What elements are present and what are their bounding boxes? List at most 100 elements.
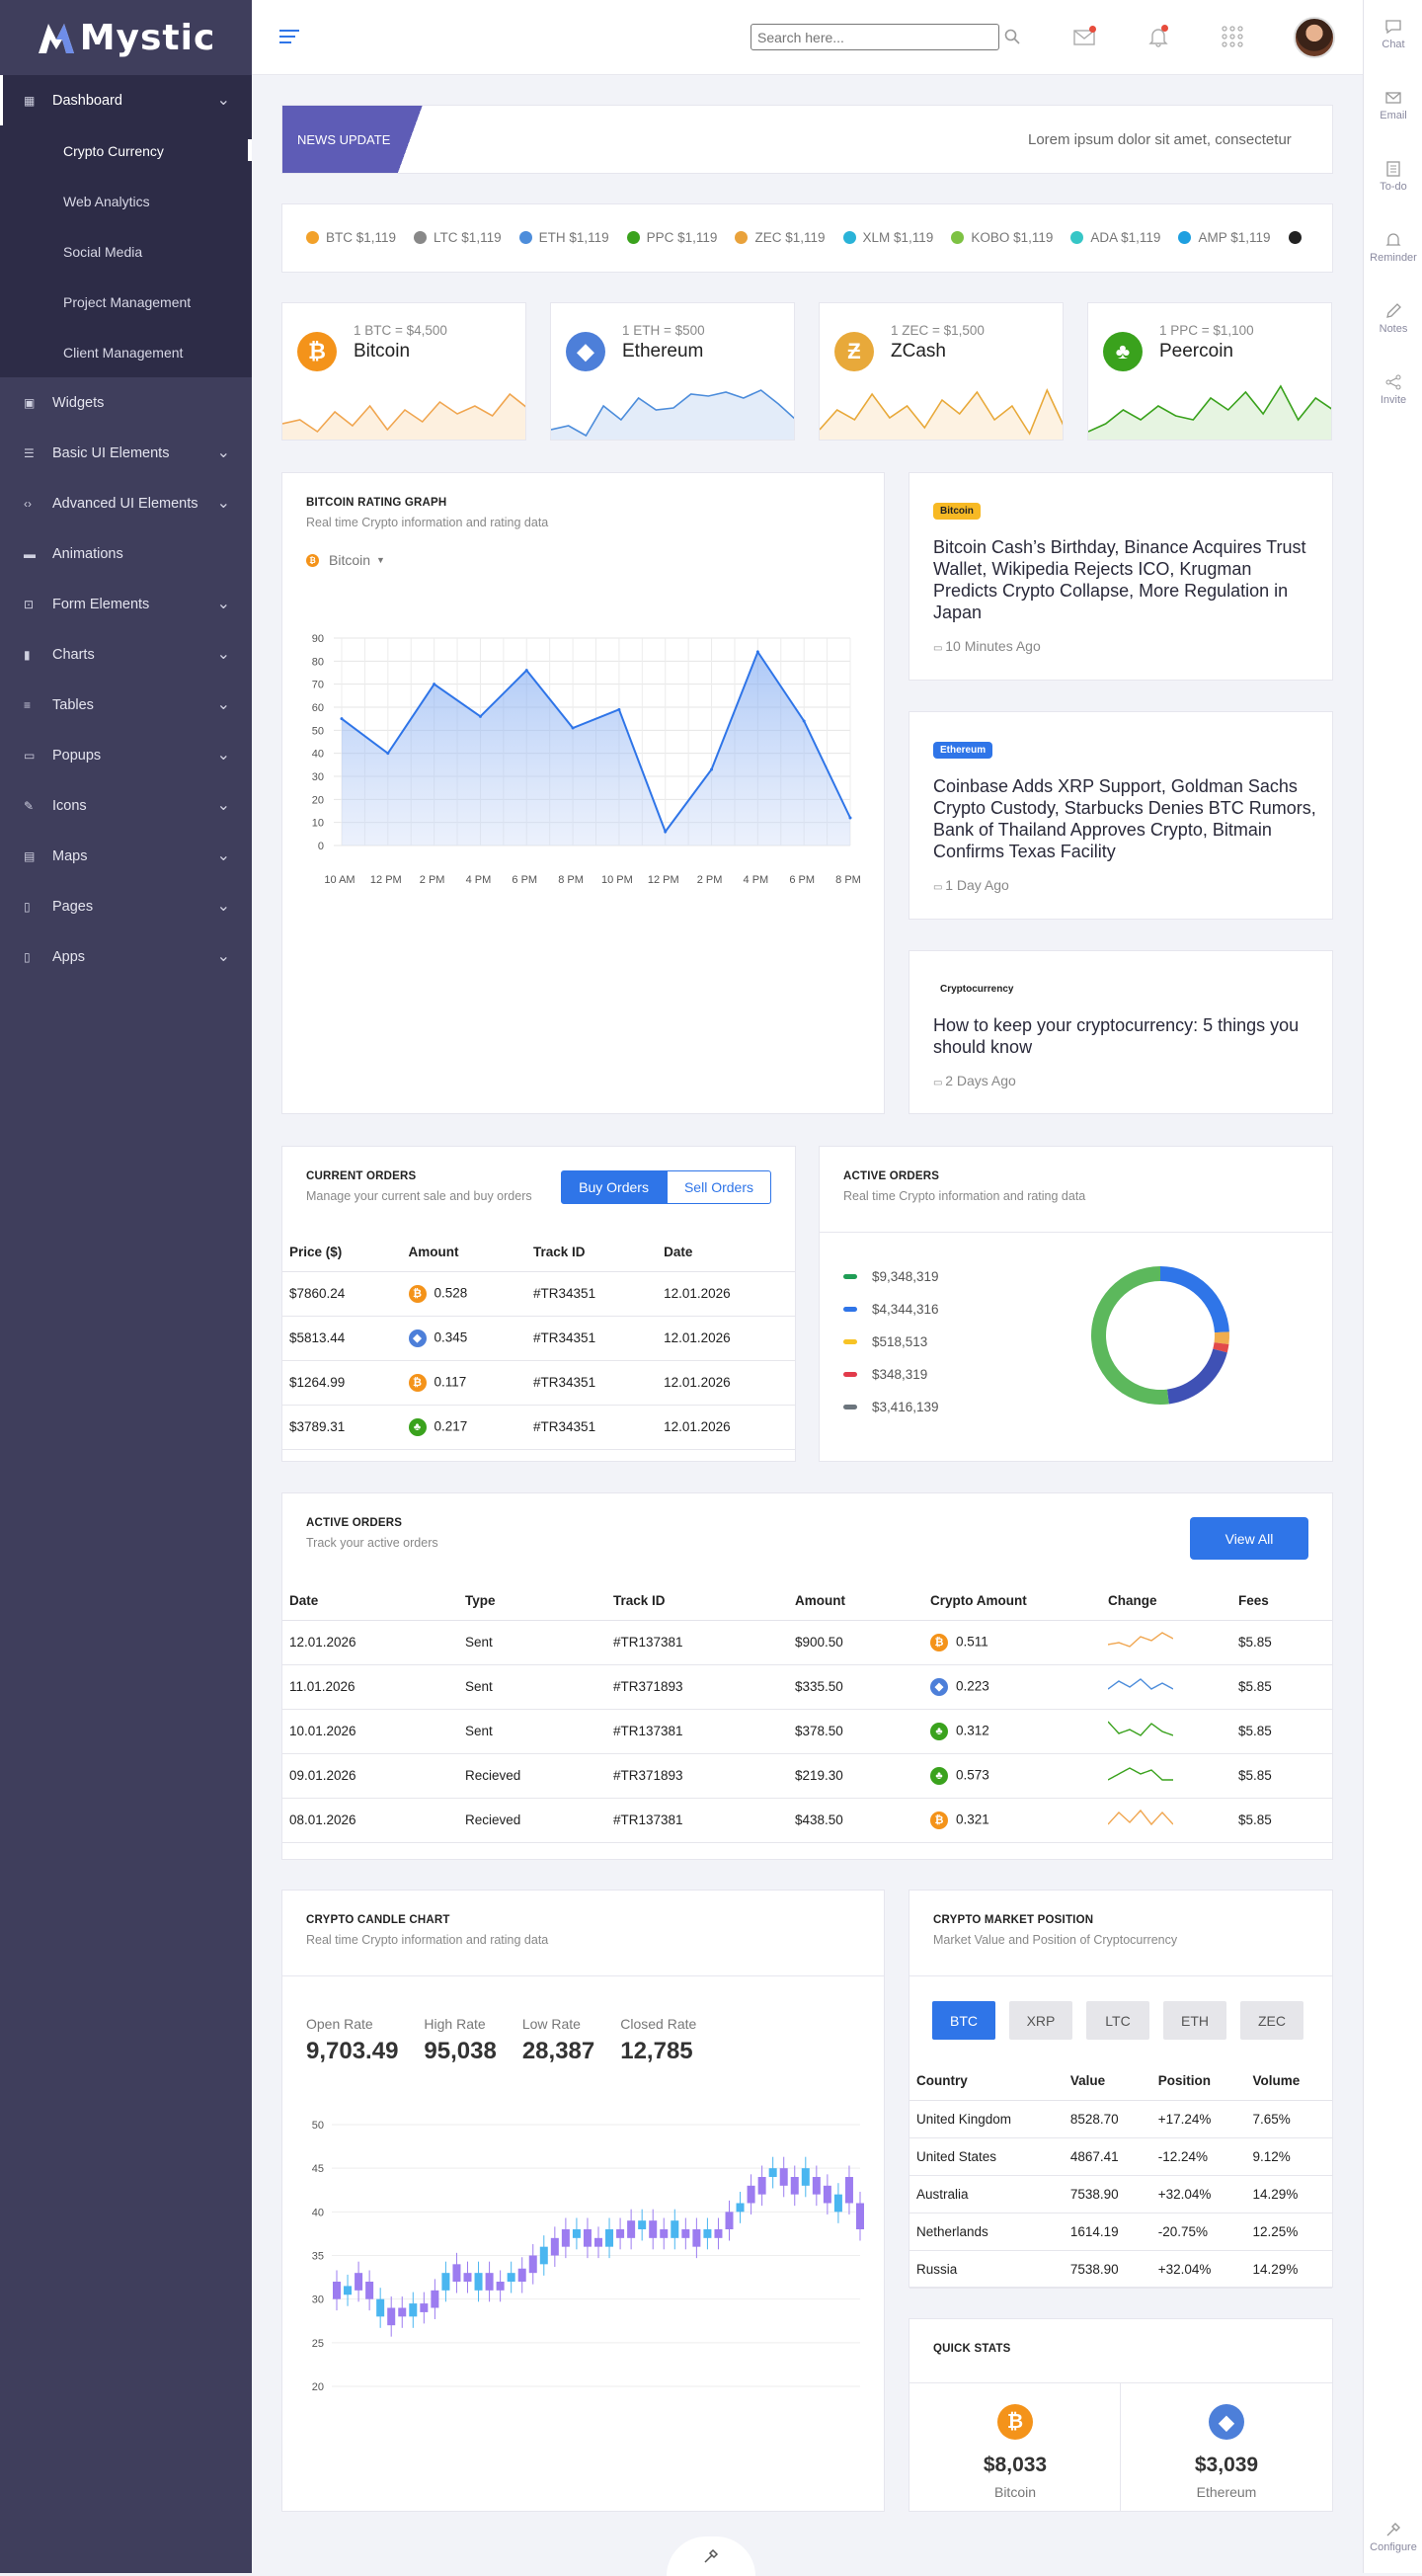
data-point[interactable] <box>664 830 668 834</box>
donut-slice[interactable] <box>1214 1331 1229 1345</box>
news-card[interactable]: Bitcoin Bitcoin Cash’s Birthday, Binance … <box>908 472 1333 681</box>
news-card[interactable]: Cryptocurrency How to keep your cryptocur… <box>908 950 1333 1114</box>
candle-body[interactable] <box>517 2268 526 2282</box>
ticker-item[interactable]: LTC $1,119 <box>414 230 502 245</box>
candle-body[interactable] <box>649 2220 658 2238</box>
coin-card-zcash[interactable]: Ƶ 1 ZEC = $1,500 ZCash <box>819 302 1064 441</box>
candle-body[interactable] <box>572 2229 581 2238</box>
candle-body[interactable] <box>550 2237 559 2256</box>
candle-body[interactable] <box>681 2229 690 2238</box>
donut-slice[interactable] <box>1160 1266 1229 1333</box>
candle-body[interactable] <box>387 2307 396 2326</box>
legend-item[interactable]: $9,348,319 <box>843 1260 939 1293</box>
candle-body[interactable] <box>485 2273 494 2291</box>
sidebar-item-widgets[interactable]: ▣ Widgets <box>24 394 105 411</box>
candle-body[interactable] <box>638 2220 647 2229</box>
candle-body[interactable] <box>671 2220 679 2238</box>
todo-button[interactable]: To-do <box>1364 160 1422 193</box>
candle-body[interactable] <box>474 2273 483 2291</box>
candle-body[interactable] <box>398 2307 407 2317</box>
candle-body[interactable] <box>528 2255 537 2274</box>
notes-button[interactable]: Notes <box>1364 302 1422 335</box>
search-icon[interactable] <box>1004 29 1020 44</box>
ticker-item[interactable] <box>1288 231 1308 244</box>
candle-body[interactable] <box>376 2298 385 2317</box>
ticker-item[interactable]: XLM $1,119 <box>842 230 933 245</box>
search-input[interactable] <box>750 24 999 50</box>
candle-body[interactable] <box>605 2229 614 2247</box>
candle-body[interactable] <box>823 2185 831 2204</box>
news-marquee-text[interactable]: Lorem ipsum dolor sit amet, consectetur <box>1028 131 1292 148</box>
candle-body[interactable] <box>409 2303 418 2317</box>
table-row[interactable]: 12.01.2026 Sent #TR137381 $900.50 ₿ 0.511 $5.8… <box>282 1620 1332 1665</box>
submenu-item-project-management[interactable]: Project Management <box>63 293 192 310</box>
mail-icon[interactable] <box>1071 24 1097 49</box>
legend-item[interactable]: $348,319 <box>843 1358 939 1391</box>
candle-body[interactable] <box>790 2177 799 2195</box>
candle-body[interactable] <box>594 2237 602 2247</box>
candle-body[interactable] <box>757 2177 766 2195</box>
candle-body[interactable] <box>561 2229 570 2247</box>
ticker-item[interactable]: ZEC $1,119 <box>735 230 826 245</box>
buy-orders-button[interactable]: Buy Orders <box>561 1170 667 1204</box>
candle-body[interactable] <box>768 2168 777 2177</box>
logo[interactable]: Mystic <box>0 0 252 75</box>
candle-body[interactable] <box>627 2220 636 2238</box>
candle-body[interactable] <box>344 2286 353 2295</box>
ticker-item[interactable]: ADA $1,119 <box>1070 230 1160 245</box>
candle-body[interactable] <box>747 2185 755 2204</box>
tab-ltc[interactable]: LTC <box>1086 2001 1149 2040</box>
table-row[interactable]: 09.01.2026 Recieved #TR371893 $219.30 ♣ 0.573… <box>282 1753 1332 1799</box>
sidebar-item-charts[interactable]: ▮ Charts ⌄ <box>24 645 230 663</box>
candle-body[interactable] <box>812 2177 821 2195</box>
table-row[interactable]: Netherlands 1614.19 -20.75% 12.25% <box>909 2213 1332 2251</box>
invite-button[interactable]: Invite <box>1364 373 1422 406</box>
legend-item[interactable]: $4,344,316 <box>843 1293 939 1326</box>
table-row[interactable]: Australia 7538.90 +32.04% 14.29% <box>909 2175 1332 2214</box>
sidebar-item-tables[interactable]: ≡ Tables ⌄ <box>24 695 230 713</box>
candle-body[interactable] <box>833 2194 842 2213</box>
apps-grid-icon[interactable] <box>1220 24 1245 49</box>
ticker-item[interactable]: KOBO $1,119 <box>951 230 1053 245</box>
candle-body[interactable] <box>692 2229 701 2247</box>
bell-icon[interactable] <box>1146 24 1171 49</box>
sidebar-item-pages[interactable]: ▯ Pages ⌄ <box>24 897 230 915</box>
candle-body[interactable] <box>616 2229 625 2238</box>
data-point[interactable] <box>710 767 714 771</box>
donut-slice[interactable] <box>1213 1342 1229 1353</box>
candle-body[interactable] <box>714 2229 723 2238</box>
table-row[interactable]: 11.01.2026 Sent #TR371893 $335.50 ◆ 0.223 $5.8… <box>282 1664 1332 1710</box>
news-tag[interactable]: Ethereum <box>933 742 993 759</box>
candle-body[interactable] <box>856 2203 864 2230</box>
submenu-item-social-media[interactable]: Social Media <box>63 243 143 260</box>
candle-body[interactable] <box>463 2273 472 2282</box>
sidebar-item-basic-ui-elements[interactable]: ☰ Basic UI Elements ⌄ <box>24 443 230 461</box>
candle-body[interactable] <box>736 2203 745 2213</box>
submenu-item-web-analytics[interactable]: Web Analytics <box>63 193 150 209</box>
sidebar-item-animations[interactable]: ▬ Animations <box>24 545 123 562</box>
candle-body[interactable] <box>355 2273 363 2291</box>
news-headline[interactable]: Bitcoin Cash’s Birthday, Binance Acquire… <box>933 537 1306 622</box>
coin-card-bitcoin[interactable]: ₿ 1 BTC = $4,500 Bitcoin <box>281 302 526 441</box>
data-point[interactable] <box>524 669 528 673</box>
tab-zec[interactable]: ZEC <box>1240 2001 1304 2040</box>
news-headline[interactable]: Coinbase Adds XRP Support, Goldman Sachs… <box>933 776 1316 861</box>
email-button[interactable]: Email <box>1364 89 1422 121</box>
candle-body[interactable] <box>507 2273 515 2282</box>
candle-body[interactable] <box>333 2282 341 2299</box>
donut-slice[interactable] <box>1166 1348 1227 1405</box>
data-point[interactable] <box>802 719 806 723</box>
news-tag[interactable]: Cryptocurrency <box>933 981 1021 998</box>
table-row[interactable]: 10.01.2026 Sent #TR137381 $378.50 ♣ 0.312 $5.8… <box>282 1709 1332 1754</box>
ticker-item[interactable]: AMP $1,119 <box>1178 230 1271 245</box>
news-headline[interactable]: How to keep your cryptocurrency: 5 thing… <box>933 1015 1300 1057</box>
chat-button[interactable]: Chat <box>1364 18 1422 50</box>
data-point[interactable] <box>340 717 344 721</box>
ticker-item[interactable]: BTC $1,119 <box>306 230 396 245</box>
table-row[interactable]: Russia 7538.90 +32.04% 14.29% <box>909 2250 1332 2289</box>
data-point[interactable] <box>478 714 482 718</box>
candle-body[interactable] <box>452 2264 461 2282</box>
submenu-item-client-management[interactable]: Client Management <box>63 344 184 361</box>
candle-body[interactable] <box>801 2168 810 2186</box>
coin-card-ethereum[interactable]: ◆ 1 ETH = $500 Ethereum <box>550 302 795 441</box>
